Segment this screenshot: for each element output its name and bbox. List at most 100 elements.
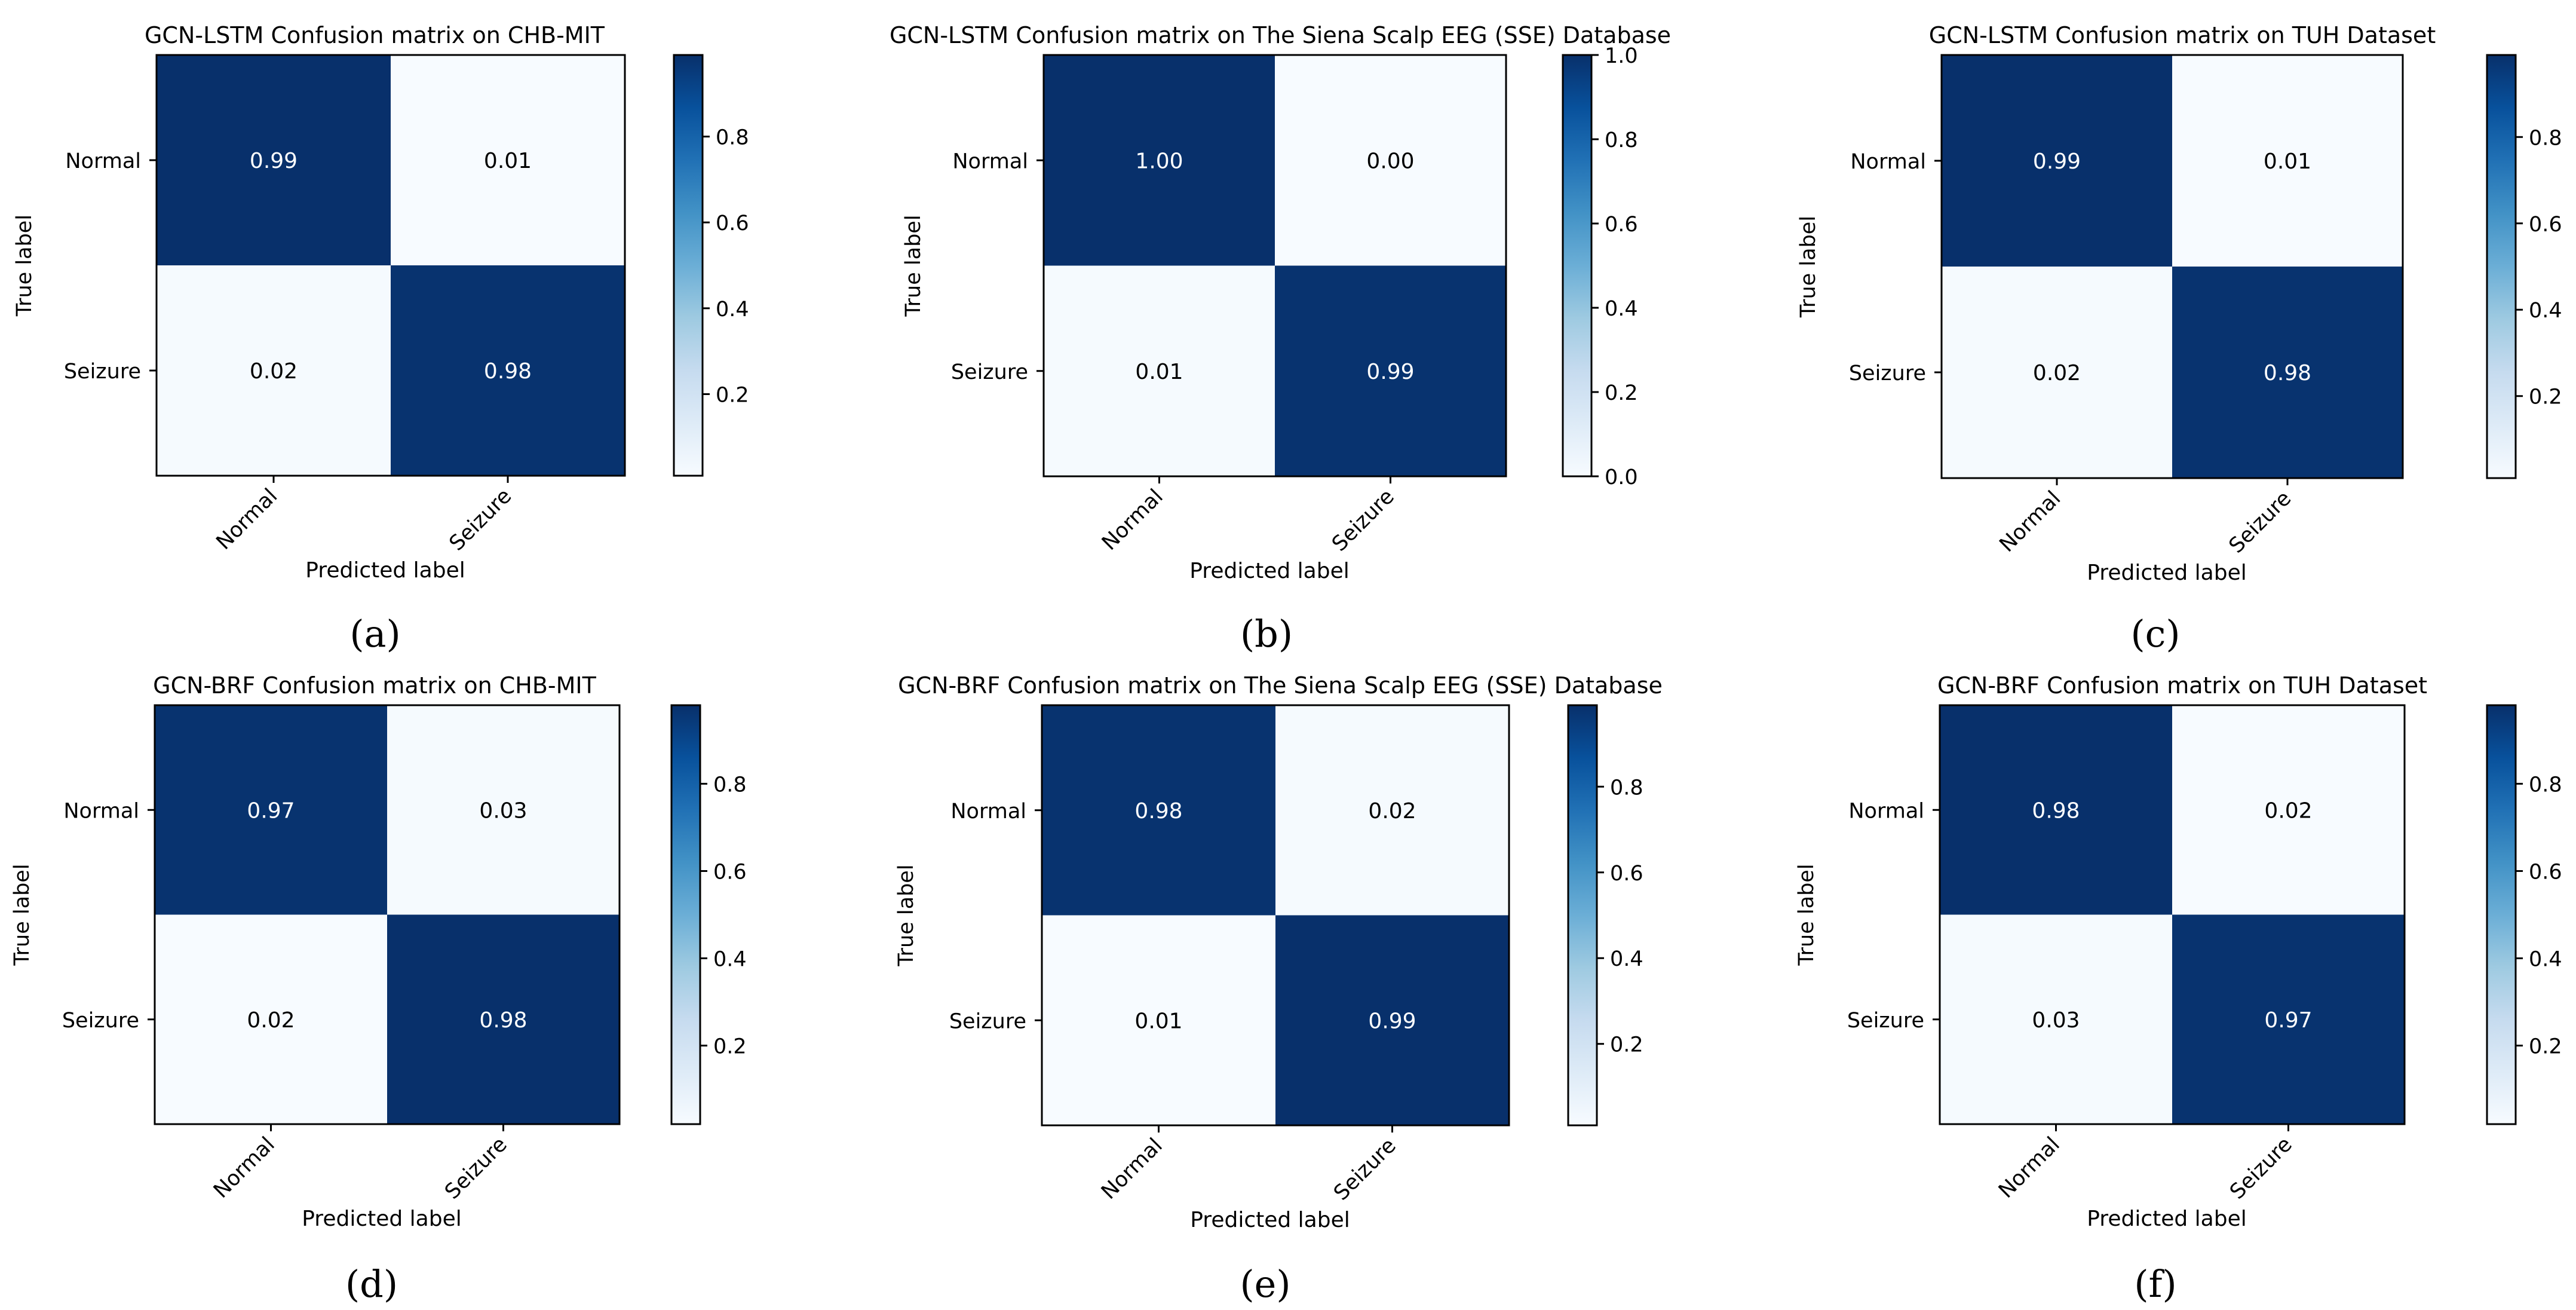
axes-frame xyxy=(1041,704,1510,1127)
colorbar xyxy=(670,704,701,1125)
cell-value-label: 0.01 xyxy=(1134,1009,1182,1033)
cell-value-label: 0.02 xyxy=(1368,799,1416,824)
y-axis-label: True label xyxy=(901,215,925,317)
y-axis-label: True label xyxy=(894,864,918,966)
cell-value-label: 0.02 xyxy=(247,1008,295,1033)
heatmap-cell xyxy=(2172,267,2403,478)
cell-value-label: 0.02 xyxy=(2033,361,2081,385)
chart-title: GCN-LSTM Confusion matrix on TUH Dataset xyxy=(1929,22,2436,48)
x-tick-label: Seizure xyxy=(440,1133,512,1204)
colorbar-tick-label: 0.4 xyxy=(2529,948,2562,972)
heatmap-cell xyxy=(391,55,625,265)
heatmap-cell xyxy=(155,705,387,915)
y-tick-label: Seizure xyxy=(951,360,1028,384)
cell-value-label: 0.02 xyxy=(250,359,298,384)
heatmap-cell xyxy=(157,265,391,476)
colorbar-tick-label: 0.2 xyxy=(716,384,749,408)
y-tick-label: Normal xyxy=(63,799,139,823)
y-tick-label: Seizure xyxy=(1849,362,1926,385)
x-tick-label: Normal xyxy=(1995,486,2066,557)
chart-title: GCN-LSTM Confusion matrix on CHB-MIT xyxy=(145,22,605,48)
cell-value-label: 0.97 xyxy=(247,798,295,823)
panel-caption: (e) xyxy=(1240,1262,1290,1306)
colorbar-tick-label: 0.8 xyxy=(1605,128,1638,152)
x-tick-label: Seizure xyxy=(1327,485,1399,556)
axes-frame xyxy=(155,54,626,477)
panel-caption: (b) xyxy=(1240,612,1293,656)
heatmap-cell xyxy=(391,265,625,476)
cell-value-label: 0.01 xyxy=(1135,360,1183,384)
chart-title: GCN-LSTM Confusion matrix on The Siena S… xyxy=(890,22,1671,48)
chart-title: GCN-BRF Confusion matrix on TUH Dataset xyxy=(1937,672,2427,699)
cell-value-label: 0.98 xyxy=(2264,361,2311,385)
colorbar-tick-label: 0.2 xyxy=(2529,385,2562,409)
x-axis-label: Predicted label xyxy=(2087,561,2247,585)
y-tick-label: Normal xyxy=(1850,150,1926,174)
colorbar-tick-label: 0.8 xyxy=(2529,773,2562,797)
y-axis-label: True label xyxy=(1796,216,1820,318)
colorbar-tick-label: 0.8 xyxy=(713,773,747,797)
x-tick-label: Normal xyxy=(1097,485,1168,555)
heatmap-cell xyxy=(1275,705,1509,916)
confusion-matrix-panel-e: GCN-BRF Confusion matrix on The Siena Sc… xyxy=(894,672,1663,1306)
confusion-matrix-panel-b: GCN-LSTM Confusion matrix on The Siena S… xyxy=(890,22,1671,656)
colorbar-tick-label: 0.4 xyxy=(716,298,749,322)
x-axis-label: Predicted label xyxy=(305,558,465,583)
colorbar-tick-label: 0.2 xyxy=(1605,381,1638,405)
x-tick-label: Normal xyxy=(212,484,283,555)
cell-value-label: 0.98 xyxy=(2032,798,2080,823)
colorbar-tick-label: 0.6 xyxy=(2529,860,2562,884)
heatmap-cell xyxy=(1042,705,1275,916)
y-tick-label: Seizure xyxy=(62,1009,139,1033)
colorbar-tick-label: 0.2 xyxy=(1610,1033,1643,1057)
confusion-matrix-panel-d: GCN-BRF Confusion matrix on CHB-MIT 0.97 0… xyxy=(10,672,747,1306)
x-axis-label: Predicted label xyxy=(2087,1207,2247,1231)
cell-value-label: 0.99 xyxy=(1366,360,1414,384)
cell-value-label: 0.00 xyxy=(1366,149,1414,173)
x-tick-label: Seizure xyxy=(1329,1134,1401,1205)
y-axis-label: True label xyxy=(10,864,34,966)
cell-value-label: 0.01 xyxy=(484,149,532,173)
confusion-matrix-panel-f: GCN-BRF Confusion matrix on TUH Dataset 0… xyxy=(1795,672,2562,1306)
cell-value-label: 1.00 xyxy=(1135,149,1183,173)
heatmap-cell xyxy=(387,914,620,1124)
panel-caption: (d) xyxy=(345,1262,398,1306)
y-tick-label: Normal xyxy=(65,149,141,173)
x-tick-label: Normal xyxy=(209,1133,280,1203)
heatmap-cell xyxy=(1044,55,1275,266)
heatmap-cell xyxy=(2172,914,2405,1124)
x-axis-label: Predicted label xyxy=(1190,1208,1350,1232)
cell-value-label: 0.03 xyxy=(479,798,527,823)
axes-frame xyxy=(154,704,621,1125)
chart-title: GCN-BRF Confusion matrix on CHB-MIT xyxy=(153,672,597,699)
colorbar xyxy=(1567,704,1598,1127)
y-axis-label: True label xyxy=(13,215,36,317)
x-tick-label: Normal xyxy=(1994,1133,2065,1203)
colorbar xyxy=(2486,704,2517,1125)
colorbar xyxy=(2486,54,2517,479)
heatmap-cell xyxy=(157,55,391,265)
colorbar-tick-label: 0.8 xyxy=(1610,776,1643,800)
colorbar-tick-label: 0.4 xyxy=(1605,297,1638,321)
cell-value-label: 0.98 xyxy=(479,1008,527,1033)
y-axis-label: True label xyxy=(1795,864,1818,966)
cell-value-label: 0.98 xyxy=(1134,799,1182,824)
cell-value-label: 0.01 xyxy=(2264,149,2311,174)
heatmap-cell xyxy=(1942,55,2172,267)
y-tick-label: Seizure xyxy=(949,1009,1026,1033)
y-tick-label: Normal xyxy=(952,149,1028,173)
heatmap-cell xyxy=(2172,55,2403,267)
colorbar-tick-label: 0.4 xyxy=(1610,947,1643,971)
heatmap-cell xyxy=(387,705,620,915)
colorbar-tick-label: 0.4 xyxy=(713,948,747,972)
cell-value-label: 0.99 xyxy=(1368,1009,1416,1033)
colorbar-tick-label: 0.6 xyxy=(2529,213,2562,237)
colorbar-tick-label: 0.2 xyxy=(2529,1035,2562,1059)
x-tick-label: Normal xyxy=(1097,1134,1167,1204)
confusion-matrix-panel-a: GCN-LSTM Confusion matrix on CHB-MIT 0.99… xyxy=(13,22,749,656)
colorbar-tick-label: 0.2 xyxy=(713,1035,747,1059)
x-tick-label: Seizure xyxy=(445,484,517,556)
cell-value-label: 0.97 xyxy=(2264,1008,2312,1033)
heatmap-cell xyxy=(1275,915,1509,1125)
cell-value-label: 0.98 xyxy=(484,359,532,384)
